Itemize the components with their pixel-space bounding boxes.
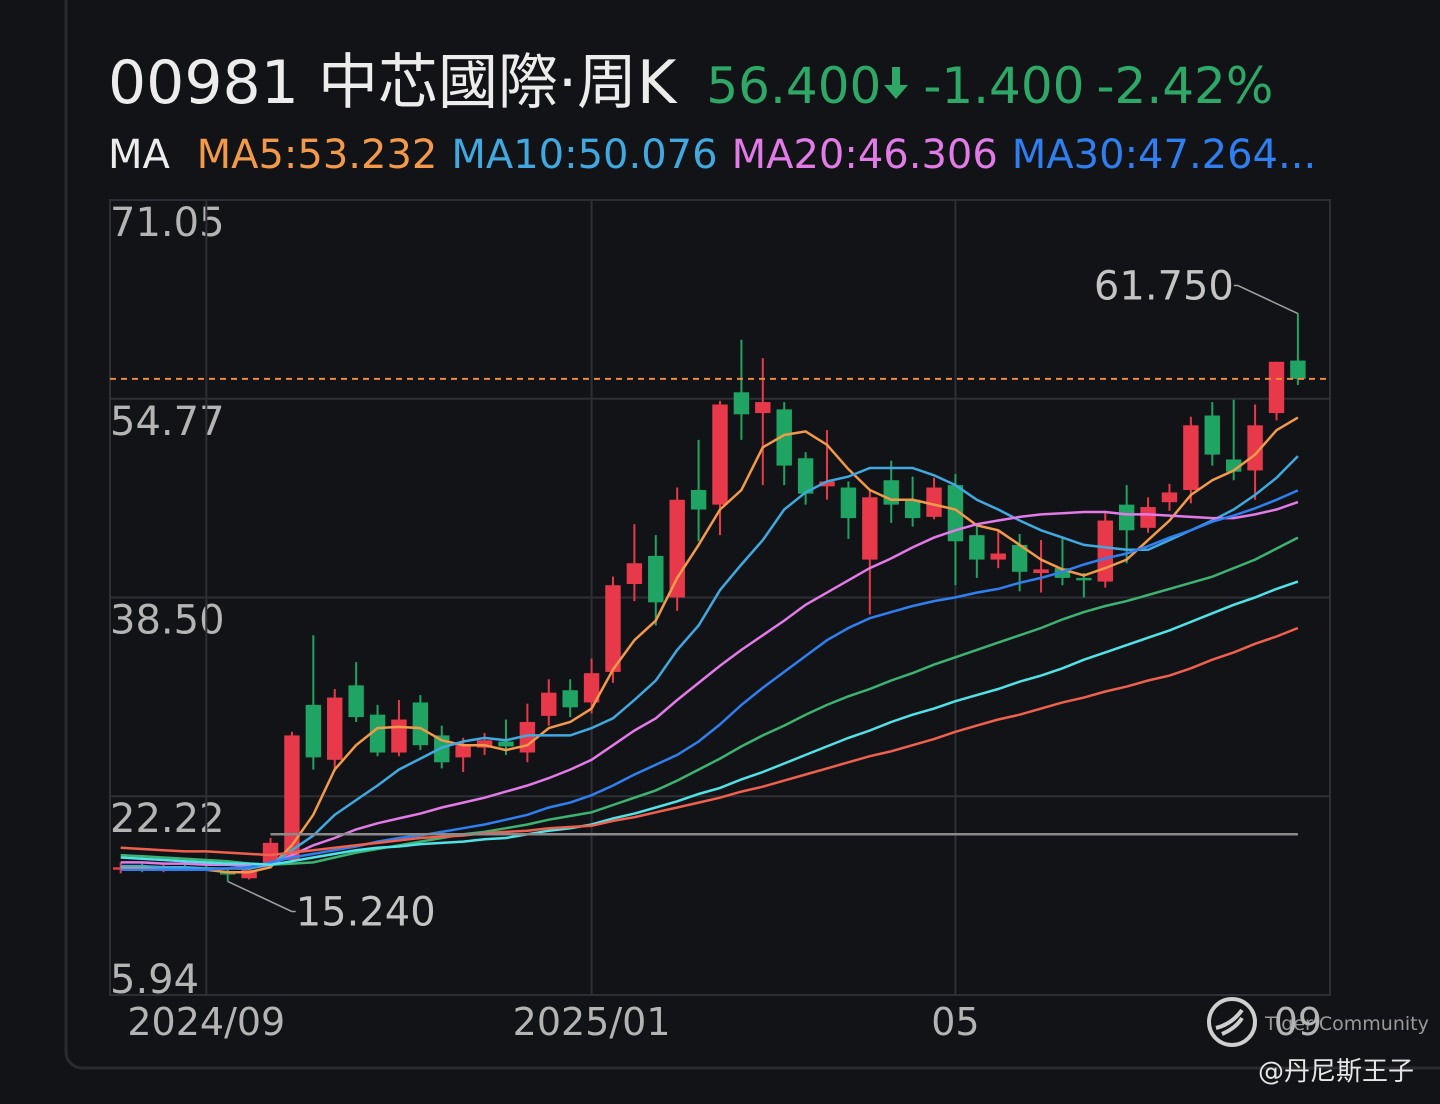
watermark-logo (1207, 997, 1257, 1047)
candle-body (1140, 507, 1156, 528)
candle-body (412, 702, 429, 746)
ma-line (120, 489, 1299, 871)
max-label-leader (1233, 284, 1299, 315)
candle-body (926, 487, 942, 517)
max-label: 61.750 (1094, 264, 1234, 310)
candle-body (583, 673, 600, 703)
down-arrow-icon (884, 67, 909, 99)
change-percent: -2.42% (1096, 57, 1274, 115)
change: -1.400 (923, 57, 1085, 115)
candle-body (605, 585, 621, 672)
candle-body (776, 409, 792, 466)
candle-body (241, 869, 257, 879)
price: 56.400 (706, 57, 882, 115)
candle-body (305, 704, 322, 758)
x-tick-label: 05 (931, 1000, 979, 1044)
candle-body (947, 485, 964, 542)
card-frame (64, 0, 1440, 1070)
candles (112, 313, 1306, 882)
candle-body (669, 499, 685, 598)
candle-body (690, 489, 707, 510)
ma-line (120, 455, 1299, 870)
candle-body (1204, 415, 1220, 455)
y-tick-label: 5.94 (110, 957, 199, 1003)
candle-body (1097, 520, 1113, 582)
ma-line (120, 536, 1299, 867)
candle-body (1183, 425, 1199, 490)
header: 00981 中芯國際·周K 56.400 -1.400 -2.42% (108, 34, 1273, 121)
candle-body (1076, 577, 1092, 581)
y-tick-label: 22.22 (110, 796, 225, 842)
candle-body (1247, 425, 1263, 471)
legend-entry: MA20:46.306 (731, 132, 998, 178)
candle-body (1033, 569, 1049, 574)
ma-line (120, 416, 1299, 874)
candle-body (369, 714, 386, 753)
legend-entry: MA5:53.232 (196, 132, 438, 178)
candle-body (969, 535, 985, 560)
candle-body (797, 458, 814, 494)
legend-title: MA (108, 132, 170, 178)
min-label-leader (227, 880, 296, 913)
legend: MA MA5:53.232 MA10:50.076 MA20:46.306 MA30:… (108, 132, 1330, 178)
candle-body (348, 685, 364, 718)
ma-line (120, 626, 1299, 857)
watermark-brand: Tiger Community (1264, 1013, 1429, 1035)
ma-line (120, 500, 1299, 868)
candle-body (498, 741, 514, 747)
y-tick-label: 54.77 (110, 399, 225, 445)
candle-body (904, 499, 921, 519)
candle-body (1290, 360, 1306, 379)
candle-body (455, 745, 471, 758)
chart-title: 00981 中芯國際·周K (108, 48, 677, 118)
candle-body (648, 555, 664, 603)
y-tick-label: 38.50 (110, 597, 225, 643)
x-tick-label: 2024/09 (127, 1000, 285, 1044)
candle-body (712, 404, 728, 505)
candle-body (1011, 544, 1028, 572)
candle-body (819, 481, 835, 487)
y-tick-label: 71.05 (110, 200, 225, 246)
candle-body (733, 392, 750, 415)
x-tick-label: 09 (1274, 1000, 1322, 1044)
legend-entry: MA10:50.076 (451, 132, 718, 178)
candle-body (327, 697, 343, 760)
min-label: 15.240 (296, 889, 436, 935)
candle-body (1118, 504, 1135, 531)
ma-line (120, 580, 1299, 867)
legend-entry: MA30:47.264... (1011, 132, 1317, 178)
candle-body (284, 735, 300, 860)
candle-body (1268, 361, 1285, 414)
candle-body (626, 563, 643, 585)
candle-body (541, 692, 557, 716)
candle-body (840, 487, 857, 519)
candle-body (391, 719, 407, 753)
candle-body (1161, 492, 1178, 503)
candle-body (755, 402, 771, 414)
candle-body (862, 497, 878, 560)
candle-body (990, 553, 1006, 560)
watermark-author: @丹尼斯王子 (1258, 1057, 1414, 1087)
x-tick-label: 2025/01 (513, 1000, 671, 1044)
candle-body (562, 690, 578, 708)
